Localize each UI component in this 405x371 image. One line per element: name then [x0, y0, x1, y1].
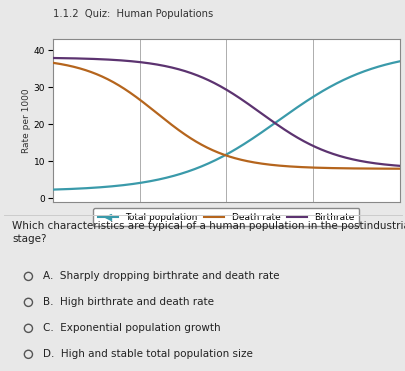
- Text: 1.1.2  Quiz:  Human Populations: 1.1.2 Quiz: Human Populations: [53, 9, 213, 19]
- Text: D.  High and stable total population size: D. High and stable total population size: [43, 349, 252, 359]
- Legend: Total population, Death rate, Birthrate: Total population, Death rate, Birthrate: [93, 209, 358, 226]
- Text: Which characteristics are typical of a human population in the postindustrial
st: Which characteristics are typical of a h…: [12, 221, 405, 244]
- Text: A.  Sharply dropping birthrate and death rate: A. Sharply dropping birthrate and death …: [43, 272, 279, 281]
- Text: C.  Exponential population growth: C. Exponential population growth: [43, 324, 220, 333]
- Text: B.  High birthrate and death rate: B. High birthrate and death rate: [43, 298, 213, 307]
- Y-axis label: Rate per 1000: Rate per 1000: [22, 88, 31, 153]
